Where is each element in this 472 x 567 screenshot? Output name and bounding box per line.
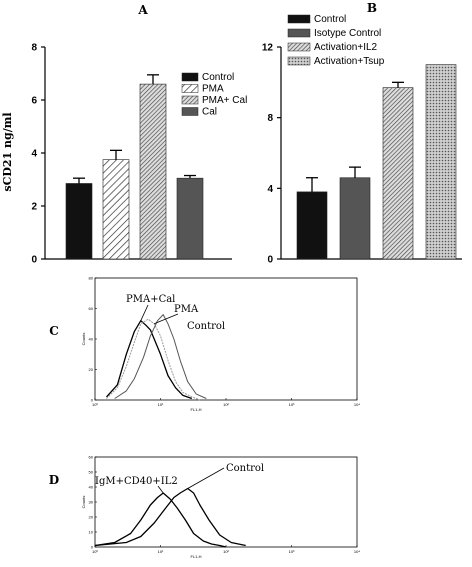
legend-label: Control: [314, 14, 346, 25]
legend-swatch: [287, 42, 311, 52]
y-tick-label: 60: [89, 455, 94, 460]
y-tick-label: 20: [89, 515, 94, 520]
y-tick-label: 50: [89, 470, 94, 475]
series-line-pma: [106, 318, 201, 401]
panel-c-letter: C: [49, 324, 59, 338]
y-tick-label: 2: [31, 202, 37, 213]
y-tick-label: 30: [89, 500, 94, 505]
panel-c: C 0 20 40 60 80 10⁰ 10¹ 10² 10³ 10⁴ FL1-H Counts PMA…: [49, 276, 360, 413]
bar-isotype-control: [339, 177, 371, 260]
bar-control: [65, 183, 93, 260]
panel-b: B 0 4 8 12 Control Isotype Control Activation+…: [262, 1, 462, 266]
legend-swatch: [287, 14, 311, 24]
y-tick-label: 12: [262, 43, 274, 54]
annotation-pma: PMA: [174, 304, 199, 315]
legend-label: Activation+IL2: [314, 42, 378, 53]
y-tick-label: 0: [31, 255, 37, 266]
y-tick-label: 4: [267, 184, 273, 195]
y-tick-label: 8: [267, 113, 273, 124]
panel-d-plot-area: 0 10 20 30 40 50 60 10⁰ 10¹ 10² 10³ 10⁴ FL1-H Counts I…: [81, 455, 360, 560]
y-tick-label: 0: [91, 545, 94, 550]
panel-b-plot-area: 0 4 8 12 Control Isotype Control Activation+IL…: [262, 14, 462, 266]
y-tick-label: 0: [91, 398, 94, 403]
legend-label: Cal: [202, 107, 217, 118]
legend-label: Activation+Tsup: [314, 56, 385, 67]
x-tick-label: 10¹: [158, 402, 164, 407]
legend-swatch: [287, 28, 311, 38]
bar-activation-tsup: [425, 64, 457, 260]
panel-c-plot-area: 0 20 40 60 80 10⁰ 10¹ 10² 10³ 10⁴ FL1-H Counts PMA+C…: [81, 276, 360, 413]
panel-a-letter: A: [137, 3, 148, 17]
y-tick-label: 4: [31, 149, 37, 160]
series-line-control: [114, 314, 207, 399]
x-tick-label: 10²: [223, 549, 229, 554]
series-line-pma-cal: [106, 320, 193, 400]
y-tick-label: 6: [31, 96, 37, 107]
bar-pma-cal: [139, 83, 167, 260]
legend-label: Control: [202, 72, 234, 83]
d-x-axis-label: FL1-H: [190, 554, 201, 559]
y-tick-label: 8: [31, 43, 37, 54]
panel-b-letter: B: [367, 1, 377, 15]
annotation-control: Control: [187, 321, 225, 332]
legend-swatch: [181, 84, 199, 93]
x-tick-label: 10³: [289, 402, 295, 407]
annotation-arrow: [140, 304, 149, 321]
annotation-control: Control: [226, 463, 264, 474]
x-tick-label: 10⁰: [92, 549, 98, 554]
bar-control: [296, 191, 328, 260]
x-tick-label: 10³: [289, 549, 295, 554]
y-tick-label: 60: [89, 306, 94, 311]
legend-swatch: [287, 56, 311, 66]
y-tick-label: 40: [89, 337, 94, 342]
d-y-axis-label: Counts: [81, 496, 86, 509]
series-line-igm-cd40-il2: [94, 492, 227, 548]
legend-label: PMA: [202, 84, 224, 95]
legend-swatch: [181, 107, 199, 116]
legend-label: Isotype Control: [314, 28, 381, 39]
legend-label: PMA+ Cal: [202, 95, 247, 106]
c-x-axis-label: FL1-H: [190, 407, 201, 412]
annotation-pma-cal: PMA+Cal: [126, 294, 175, 305]
x-tick-label: 10¹: [158, 549, 164, 554]
y-tick-label: 20: [89, 367, 94, 372]
x-tick-label: 10⁰: [92, 402, 98, 407]
annotation-igm-cd40-il2: IgM+CD40+IL2: [95, 476, 178, 487]
panel-a-y-axis-label: sCD21 ng/ml: [1, 112, 14, 191]
annotation-arrow: [157, 485, 164, 494]
bar-pma: [102, 159, 130, 260]
annotation-arrow: [154, 313, 179, 325]
y-tick-label: 10: [89, 530, 94, 535]
y-tick-label: 80: [89, 276, 94, 281]
panel-d: D 0 10 20 30 40 50 60 10⁰ 10¹ 10² 10³ 10⁴ FL1-H Count…: [49, 455, 361, 560]
panel-d-letter: D: [49, 473, 59, 487]
bar-activation-il2: [382, 87, 414, 260]
x-tick-label: 10²: [223, 402, 229, 407]
x-tick-label: 10⁴: [354, 402, 360, 407]
y-tick-label: 40: [89, 485, 94, 490]
bar-cal: [176, 177, 204, 260]
c-y-axis-label: Counts: [81, 333, 86, 346]
annotation-arrow: [187, 467, 225, 489]
legend-swatch: [181, 95, 199, 105]
series-line-control: [94, 487, 246, 547]
x-tick-label: 10⁴: [354, 549, 360, 554]
y-tick-label: 0: [267, 255, 273, 266]
legend-swatch: [181, 72, 199, 82]
